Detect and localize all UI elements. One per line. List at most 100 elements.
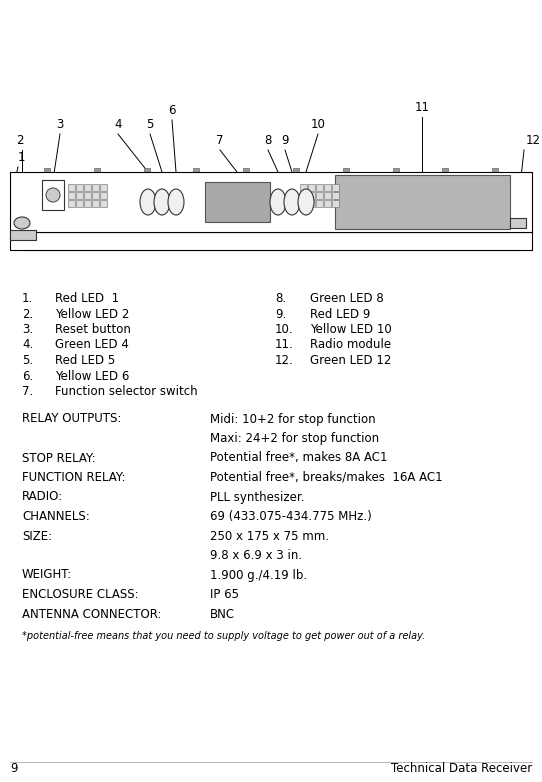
Text: 9.: 9.: [275, 307, 286, 321]
Text: 12: 12: [526, 134, 541, 147]
Text: RADIO:: RADIO:: [22, 490, 63, 504]
Text: ANTENNA CONNECTOR:: ANTENNA CONNECTOR:: [22, 608, 162, 620]
Bar: [100, 184, 107, 191]
Bar: [68, 200, 75, 207]
Text: 4: 4: [114, 118, 122, 131]
Text: 5.: 5.: [22, 354, 33, 367]
Text: Green LED 12: Green LED 12: [310, 354, 391, 367]
Text: 6: 6: [168, 104, 176, 117]
Ellipse shape: [154, 189, 170, 215]
Text: 8: 8: [264, 134, 272, 147]
Text: Radio module: Radio module: [310, 339, 391, 351]
Text: Red LED 5: Red LED 5: [55, 354, 115, 367]
Bar: [42, 180, 64, 210]
Text: BNC: BNC: [210, 608, 235, 620]
Text: 1.: 1.: [22, 292, 33, 305]
Text: 7: 7: [216, 134, 224, 147]
Ellipse shape: [168, 189, 184, 215]
Bar: [76, 200, 83, 207]
Text: 1.900 g./4.19 lb.: 1.900 g./4.19 lb.: [210, 569, 307, 582]
Text: 2: 2: [16, 134, 24, 147]
Text: 11: 11: [415, 101, 429, 114]
Text: 7.: 7.: [22, 385, 33, 398]
Text: Red LED  1: Red LED 1: [55, 292, 119, 305]
Bar: [44, 168, 50, 175]
Text: 9: 9: [10, 762, 17, 775]
Bar: [324, 192, 331, 199]
Bar: [371, 175, 421, 250]
Text: 6.: 6.: [22, 370, 33, 382]
Text: Technical Data Receiver: Technical Data Receiver: [391, 762, 532, 775]
Ellipse shape: [14, 217, 30, 229]
Text: Function selector switch: Function selector switch: [55, 385, 198, 398]
Bar: [94, 168, 100, 175]
Text: 3.: 3.: [22, 323, 33, 336]
Bar: [300, 184, 307, 191]
Bar: [100, 200, 107, 207]
Ellipse shape: [46, 188, 60, 202]
Text: 250 x 175 x 75 mm.: 250 x 175 x 75 mm.: [210, 529, 329, 543]
Bar: [324, 184, 331, 191]
Ellipse shape: [270, 189, 286, 215]
Bar: [76, 184, 83, 191]
Bar: [243, 168, 249, 175]
Bar: [293, 168, 299, 175]
Bar: [84, 200, 91, 207]
Bar: [392, 168, 398, 175]
Text: FUNCTION RELAY:: FUNCTION RELAY:: [22, 471, 126, 484]
Bar: [171, 175, 221, 250]
Text: 12.: 12.: [275, 354, 294, 367]
Bar: [321, 175, 371, 250]
Bar: [76, 192, 83, 199]
Text: Green LED 8: Green LED 8: [310, 292, 384, 305]
Bar: [324, 200, 331, 207]
Bar: [84, 184, 91, 191]
Bar: [442, 168, 448, 175]
Bar: [92, 192, 99, 199]
Text: 3: 3: [56, 118, 64, 131]
Bar: [92, 200, 99, 207]
Text: 9.8 x 6.9 x 3 in.: 9.8 x 6.9 x 3 in.: [210, 549, 302, 562]
Bar: [510, 218, 526, 228]
Bar: [68, 184, 75, 191]
Text: 10: 10: [311, 118, 325, 131]
Bar: [316, 184, 323, 191]
Text: 8.: 8.: [275, 292, 286, 305]
Bar: [205, 182, 270, 222]
Bar: [332, 184, 339, 191]
Text: Green LED 4: Green LED 4: [55, 339, 129, 351]
Text: PLL synthesizer.: PLL synthesizer.: [210, 490, 305, 504]
Bar: [221, 175, 271, 250]
Bar: [421, 175, 470, 250]
Text: IP 65: IP 65: [210, 588, 239, 601]
Text: 9: 9: [281, 134, 289, 147]
Text: 69 (433.075-434.775 MHz.): 69 (433.075-434.775 MHz.): [210, 510, 372, 523]
Text: Red LED 9: Red LED 9: [310, 307, 370, 321]
Text: 2.: 2.: [22, 307, 33, 321]
Bar: [144, 168, 150, 175]
Text: Potential free*, breaks/makes  16A AC1: Potential free*, breaks/makes 16A AC1: [210, 471, 443, 484]
Bar: [68, 192, 75, 199]
Text: STOP RELAY:: STOP RELAY:: [22, 451, 95, 465]
Text: Maxi: 24+2 for stop function: Maxi: 24+2 for stop function: [210, 432, 379, 445]
Bar: [343, 168, 349, 175]
Bar: [332, 200, 339, 207]
Text: Reset button: Reset button: [55, 323, 131, 336]
Text: 5: 5: [146, 118, 154, 131]
Bar: [10, 232, 532, 250]
Bar: [308, 200, 315, 207]
Bar: [492, 168, 498, 175]
Ellipse shape: [284, 189, 300, 215]
Bar: [193, 168, 199, 175]
Bar: [10, 172, 532, 232]
Text: Yellow LED 6: Yellow LED 6: [55, 370, 130, 382]
Text: 1: 1: [18, 151, 25, 164]
Bar: [332, 192, 339, 199]
Bar: [316, 200, 323, 207]
Text: SIZE:: SIZE:: [22, 529, 52, 543]
Text: Yellow LED 2: Yellow LED 2: [55, 307, 130, 321]
Text: Potential free*, makes 8A AC1: Potential free*, makes 8A AC1: [210, 451, 388, 465]
Bar: [84, 192, 91, 199]
Bar: [308, 192, 315, 199]
Text: ENCLOSURE CLASS:: ENCLOSURE CLASS:: [22, 588, 139, 601]
